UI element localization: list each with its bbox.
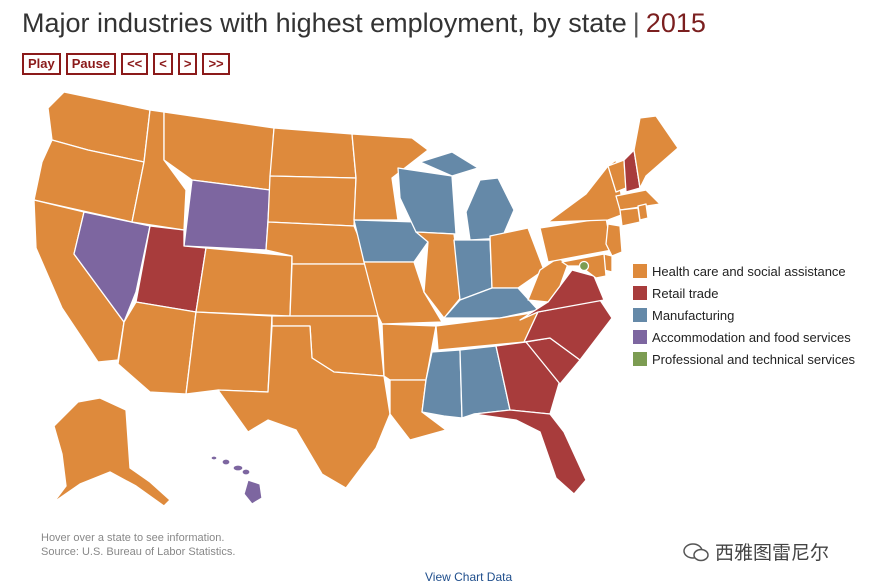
legend-label-accommodation: Accommodation and food services (652, 329, 851, 345)
legend-item-retail: Retail trade (633, 282, 855, 304)
legend-label-manufacturing: Manufacturing (652, 307, 735, 323)
state-KS[interactable] (289, 263, 379, 317)
legend-swatch-retail (633, 286, 647, 300)
legend-swatch-manufacturing (633, 308, 647, 322)
state-NJ[interactable] (605, 223, 623, 257)
legend-swatch-professional (633, 352, 647, 366)
legend-item-health: Health care and social assistance (633, 260, 855, 282)
wechat-icon (683, 542, 709, 561)
legend-swatch-accommodation (633, 330, 647, 344)
previous-year-button[interactable]: < (153, 53, 173, 75)
state-WY[interactable] (183, 179, 271, 251)
state-AZ[interactable] (117, 301, 197, 395)
next-year-button[interactable]: > (177, 53, 198, 75)
state-NM[interactable] (185, 311, 273, 395)
state-SD[interactable] (267, 175, 357, 227)
pause-button[interactable]: Pause (65, 53, 117, 75)
state-MA[interactable] (615, 189, 661, 211)
state-IA[interactable] (353, 219, 429, 263)
state-DC[interactable] (578, 260, 590, 272)
notes: Hover over a state to see information. S… (41, 531, 235, 559)
state-FL[interactable] (473, 409, 587, 495)
state-HI[interactable] (210, 455, 263, 505)
chart-title: Major industries with highest employment… (22, 8, 706, 39)
state-MO[interactable] (363, 261, 443, 325)
view-chart-data-link[interactable]: View Chart Data (425, 570, 513, 584)
state-AK[interactable] (53, 397, 171, 507)
watermark: 西雅图雷尼尔 (683, 538, 829, 565)
legend-label-professional: Professional and technical services (652, 351, 856, 367)
state-MN[interactable] (351, 133, 429, 221)
legend-item-professional: Professional and technical services (633, 348, 855, 370)
legend-item-accommodation: Accommodation and food services (633, 326, 855, 348)
legend-swatch-health (633, 264, 647, 278)
watermark-text: 西雅图雷尼尔 (715, 543, 830, 564)
state-ME[interactable] (633, 115, 679, 189)
first-year-button[interactable]: << (121, 53, 149, 75)
title-separator: | (632, 8, 640, 38)
last-year-button[interactable]: >> (202, 53, 230, 75)
state-TX[interactable] (217, 325, 391, 489)
play-button[interactable]: Play (22, 53, 61, 75)
title-text: Major industries with highest employment… (22, 8, 627, 38)
legend-item-manufacturing: Manufacturing (633, 304, 855, 326)
state-NY[interactable] (547, 159, 625, 223)
state-CO[interactable] (195, 247, 293, 317)
title-year: 2015 (645, 8, 706, 38)
state-MT[interactable] (163, 111, 275, 191)
legend: Health care and social assistance Retail … (633, 260, 855, 370)
animation-controls: Play Pause << < > >> (22, 53, 230, 75)
state-OH[interactable] (489, 227, 545, 289)
state-RI[interactable] (637, 203, 649, 221)
hover-note: Hover over a state to see information. (41, 532, 225, 544)
legend-label-health: Health care and social assistance (652, 263, 846, 279)
state-CT[interactable] (619, 207, 641, 227)
source-note: Source: U.S. Bureau of Labor Statistics. (41, 546, 236, 558)
legend-label-retail: Retail trade (652, 285, 719, 301)
state-ND[interactable] (269, 127, 357, 179)
state-GA[interactable] (495, 341, 561, 415)
